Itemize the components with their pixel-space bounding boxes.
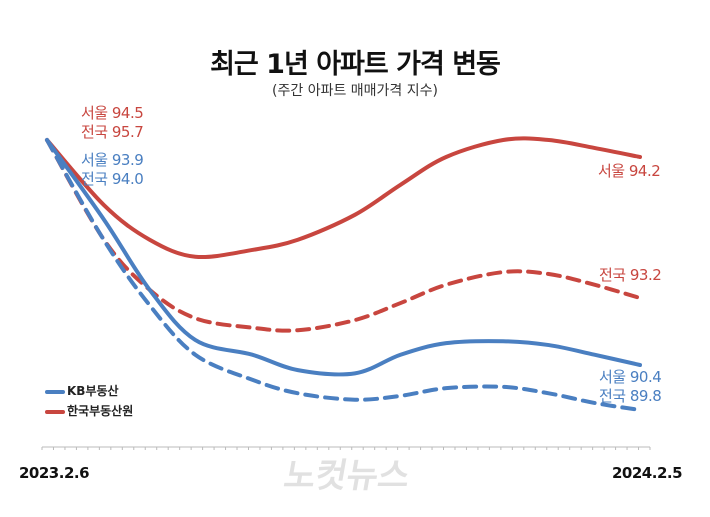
- legend-swatch: [45, 409, 65, 414]
- series-line-kb-seoul: [45, 138, 642, 377]
- x-tick-start: 2023.2.6: [19, 464, 90, 482]
- series-line-kb-nation: [45, 138, 642, 412]
- legend-label: 한국부동산원: [67, 404, 134, 418]
- legend-label: KB부동산: [67, 384, 119, 398]
- legend: KB부동산 한국부동산원: [45, 381, 133, 421]
- red-start-seoul: 서울 94.5: [81, 104, 144, 122]
- chart-subtitle: (주간 아파트 매매가격 지수): [272, 83, 438, 99]
- chart-title: 최근 1년 아파트 가격 변동: [210, 49, 501, 80]
- red-seoul-end-label: 서울 94.2: [598, 162, 661, 180]
- red-nation-end-label: 전국 93.2: [599, 266, 662, 284]
- series-line-reb-seoul: [45, 136, 642, 260]
- blue-start-seoul: 서울 93.9: [81, 151, 144, 169]
- legend-swatch: [45, 389, 65, 394]
- x-tick-end: 2024.2.5: [612, 464, 683, 482]
- red-start-label: 서울 94.5 전국 95.7: [81, 104, 144, 142]
- legend-item-reb: 한국부동산원: [45, 401, 133, 421]
- red-start-nation: 전국 95.7: [81, 123, 144, 141]
- watermark: 노컷뉴스: [280, 456, 414, 496]
- blue-start-nation: 전국 94.0: [81, 170, 144, 188]
- blue-end-nation: 전국 89.8: [599, 387, 662, 405]
- legend-item-kb: KB부동산: [45, 381, 133, 401]
- series-line-reb-nation: [45, 138, 642, 333]
- x-axis: [41, 446, 651, 450]
- blue-end-seoul: 서울 90.4: [599, 368, 662, 386]
- blue-end-label: 서울 90.4 전국 89.8: [599, 368, 662, 406]
- series-lines: [45, 136, 642, 412]
- blue-start-label: 서울 93.9 전국 94.0: [81, 151, 144, 189]
